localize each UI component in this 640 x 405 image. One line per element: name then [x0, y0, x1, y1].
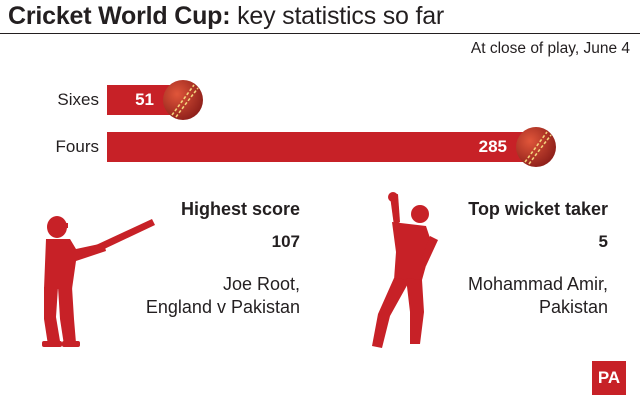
bar-value-sixes: 51 — [135, 90, 154, 109]
cricket-ball-icon — [163, 80, 203, 120]
highest-score-panel: Highest score 107 Joe Root, England v Pa… — [146, 198, 300, 319]
cricket-ball-icon — [516, 127, 556, 167]
highest-score-match: England v Pakistan — [145, 297, 300, 317]
title-bold: Cricket World Cup: — [8, 2, 231, 30]
top-wicket-taker-heading: Top wicket taker — [468, 199, 608, 219]
title-divider — [0, 33, 640, 34]
top-wicket-taker-panel: Top wicket taker 5 Mohammad Amir, Pakist… — [468, 198, 608, 319]
highest-score-heading: Highest score — [180, 199, 300, 219]
bar-label-sixes: Sixes — [57, 90, 99, 109]
top-wicket-taker-value: 5 — [598, 232, 608, 251]
top-wicket-taker-team: Pakistan — [538, 297, 608, 317]
bowler-silhouette-icon — [372, 192, 438, 348]
title-rest: key statistics so far — [230, 2, 445, 30]
highest-score-player: Joe Root, — [222, 274, 300, 294]
batsman-silhouette-icon — [42, 216, 155, 347]
bar-fours — [107, 132, 537, 162]
top-wicket-taker-player: Mohammad Amir, — [467, 274, 608, 294]
bar-label-fours: Fours — [55, 137, 99, 156]
bar-value-fours: 285 — [478, 137, 507, 156]
pa-logo: PA — [592, 361, 626, 395]
highest-score-value: 107 — [271, 232, 300, 251]
page-title: Cricket World Cup: key statistics so far — [8, 2, 444, 31]
subtitle: At close of play, June 4 — [470, 40, 630, 57]
